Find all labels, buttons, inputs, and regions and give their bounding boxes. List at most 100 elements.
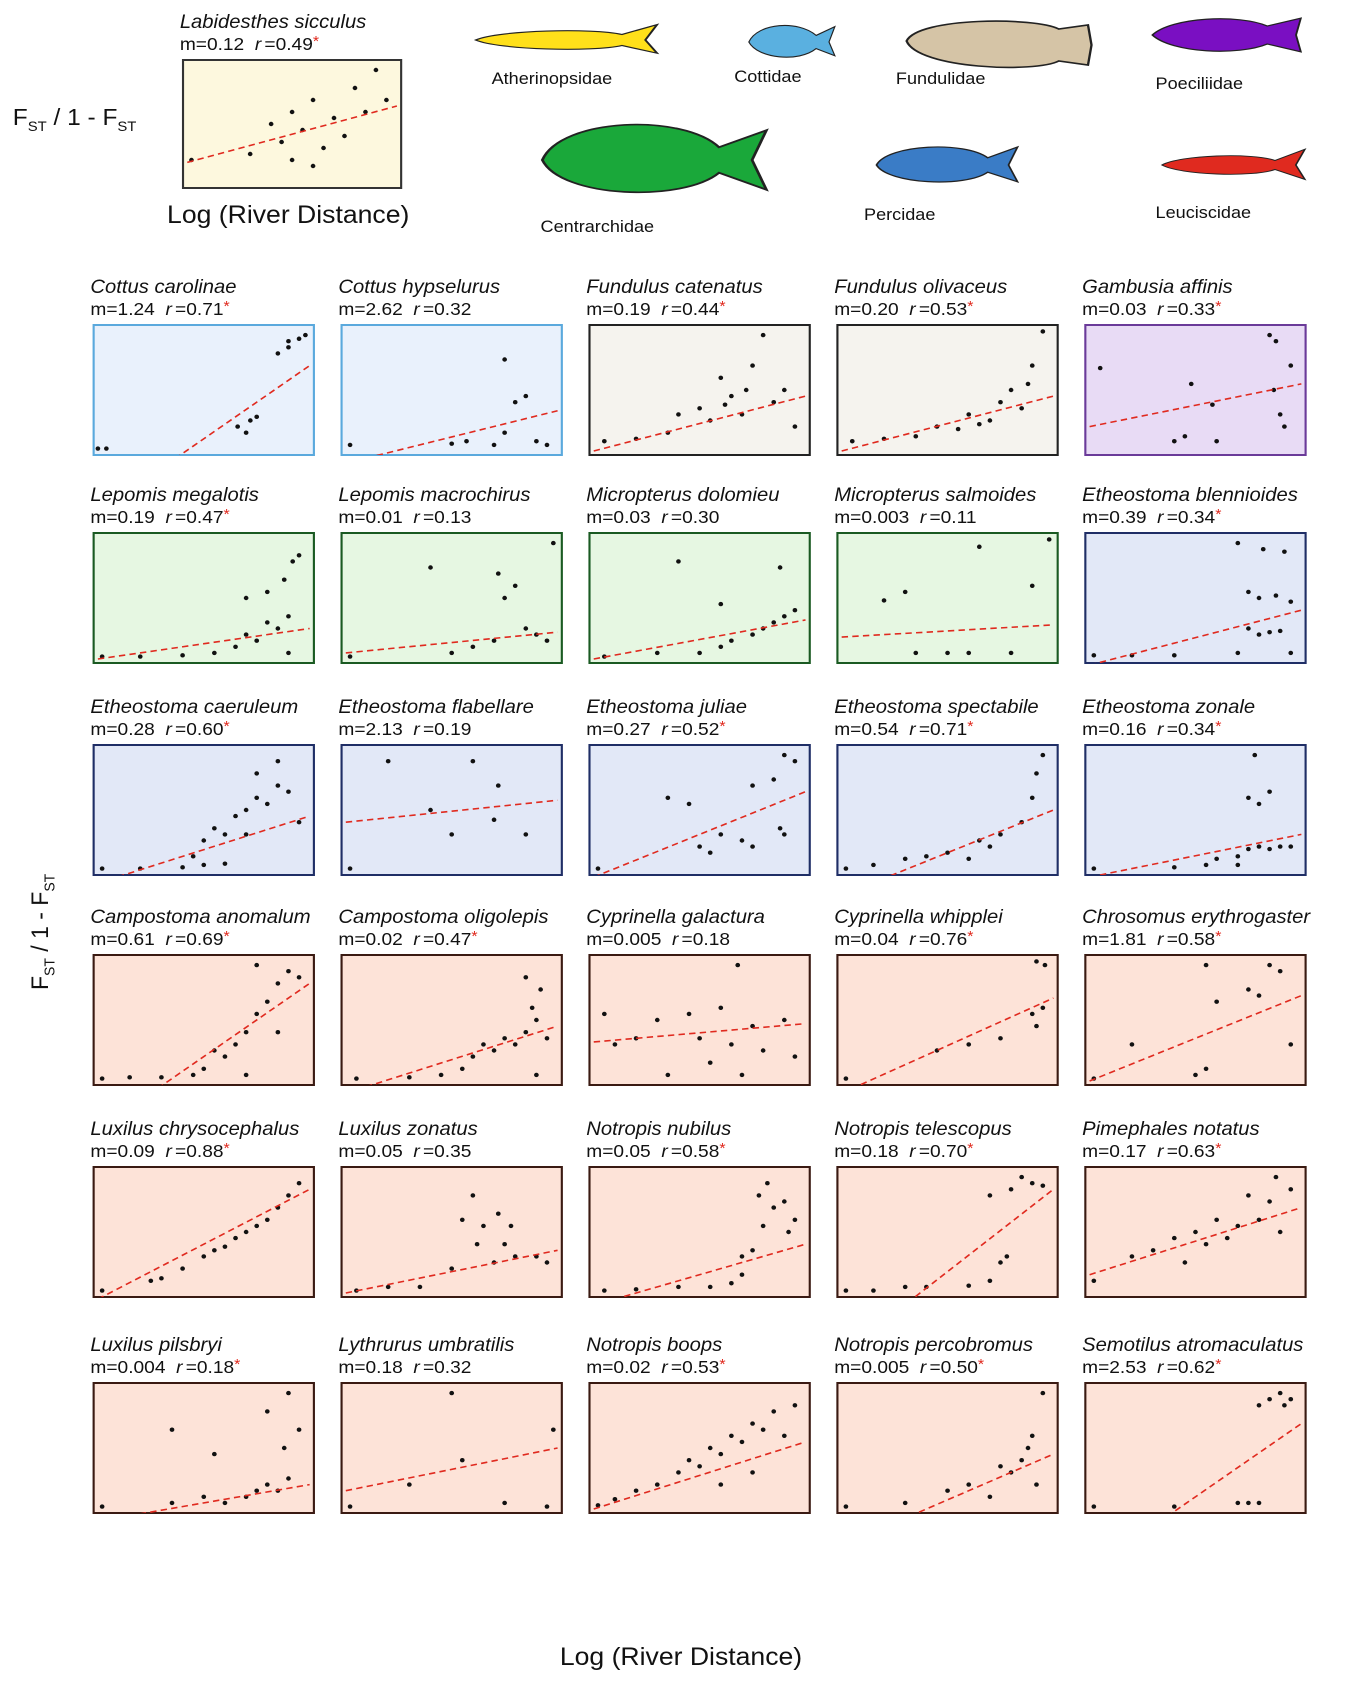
point <box>771 1409 776 1413</box>
point <box>1274 339 1279 343</box>
point <box>687 802 692 806</box>
significance: * <box>719 1140 725 1156</box>
panel: Etheostoma caeruleumm=0.28r=0.60* <box>90 697 313 884</box>
point <box>613 1497 618 1501</box>
significance: * <box>719 1356 725 1372</box>
point <box>718 376 723 380</box>
point <box>1267 1199 1272 1203</box>
stats: m=0.005r=0.18 <box>586 929 730 949</box>
point <box>248 418 253 422</box>
point <box>492 818 497 822</box>
panel: Cyprinella whippleim=0.04r=0.76* <box>834 907 1057 1094</box>
point <box>100 1288 105 1292</box>
point <box>374 68 379 72</box>
point <box>613 1042 618 1046</box>
slope: m=2.62 <box>338 299 402 319</box>
point <box>1040 1006 1045 1010</box>
point <box>723 402 728 406</box>
point <box>1030 584 1035 588</box>
point <box>407 1482 412 1486</box>
significance: * <box>967 718 973 734</box>
point <box>687 1012 692 1016</box>
point <box>96 446 101 450</box>
slope: m=0.003 <box>834 507 909 527</box>
point <box>765 1181 770 1185</box>
r-symbol: r <box>165 929 172 949</box>
species-name: Gambusia affinis <box>1082 277 1233 298</box>
point <box>449 832 454 836</box>
plot-area <box>183 60 401 188</box>
stats: m=0.17r=0.63* <box>1082 1140 1221 1160</box>
r-symbol: r <box>909 299 916 319</box>
slope: m=0.39 <box>1082 507 1146 527</box>
point <box>793 1403 798 1407</box>
point <box>348 654 353 658</box>
point <box>1235 863 1240 867</box>
point <box>496 783 501 787</box>
point <box>159 1276 164 1280</box>
point <box>286 345 291 349</box>
slope: m=1.24 <box>90 299 154 319</box>
point <box>384 98 389 102</box>
plot-area <box>342 745 562 875</box>
point <box>1274 1175 1279 1179</box>
point <box>1278 1230 1283 1234</box>
family-label: Percidae <box>864 205 935 224</box>
point <box>244 808 249 812</box>
point <box>757 1193 762 1197</box>
plot-area <box>1085 533 1305 663</box>
point <box>279 140 284 144</box>
point <box>1257 632 1262 636</box>
correlation: =0.62 <box>1167 1357 1215 1377</box>
point <box>740 1273 745 1277</box>
point <box>988 1495 993 1499</box>
significance: * <box>234 1356 240 1372</box>
correlation: =0.53 <box>919 299 967 319</box>
point <box>170 1501 175 1505</box>
point <box>1246 1501 1251 1505</box>
point <box>1204 963 1209 967</box>
point <box>1019 406 1024 410</box>
slope: m=0.19 <box>90 507 154 527</box>
point <box>311 164 316 168</box>
family-key: Atherinopsidae Cottidae Fundulidae Poeci… <box>476 18 1305 236</box>
point <box>1214 1218 1219 1222</box>
point <box>297 820 302 824</box>
significance: * <box>967 1140 973 1156</box>
slope: m=0.01 <box>338 507 402 527</box>
plot-area <box>589 1167 809 1297</box>
panel: Pimephales notatusm=0.17r=0.63* <box>1082 1119 1305 1297</box>
r-symbol: r <box>165 299 172 319</box>
slope: m=0.17 <box>1082 1141 1146 1161</box>
correlation: =0.71 <box>919 719 967 739</box>
point <box>471 1054 476 1058</box>
stats: m=1.81r=0.58* <box>1082 928 1221 948</box>
point <box>286 969 291 973</box>
point <box>201 838 206 842</box>
point <box>1288 1187 1293 1191</box>
point <box>534 1018 539 1022</box>
plot-area <box>342 1383 562 1513</box>
point <box>100 866 105 870</box>
point <box>276 351 281 355</box>
point <box>223 1244 228 1248</box>
point <box>1257 1218 1262 1222</box>
correlation: =0.88 <box>175 1141 223 1161</box>
point <box>286 1391 291 1395</box>
point <box>386 1285 391 1289</box>
point <box>354 1076 359 1080</box>
plot-area <box>589 955 809 1085</box>
point <box>233 1236 238 1240</box>
r-symbol: r <box>413 1141 420 1161</box>
point <box>276 981 281 985</box>
point <box>697 1036 702 1040</box>
point <box>534 1073 539 1077</box>
point <box>244 1073 249 1077</box>
point <box>977 422 982 426</box>
point <box>708 1285 713 1289</box>
r-symbol: r <box>165 719 172 739</box>
significance: * <box>719 298 725 314</box>
point <box>1030 1012 1035 1016</box>
significance: * <box>223 506 229 522</box>
point <box>903 1285 908 1289</box>
